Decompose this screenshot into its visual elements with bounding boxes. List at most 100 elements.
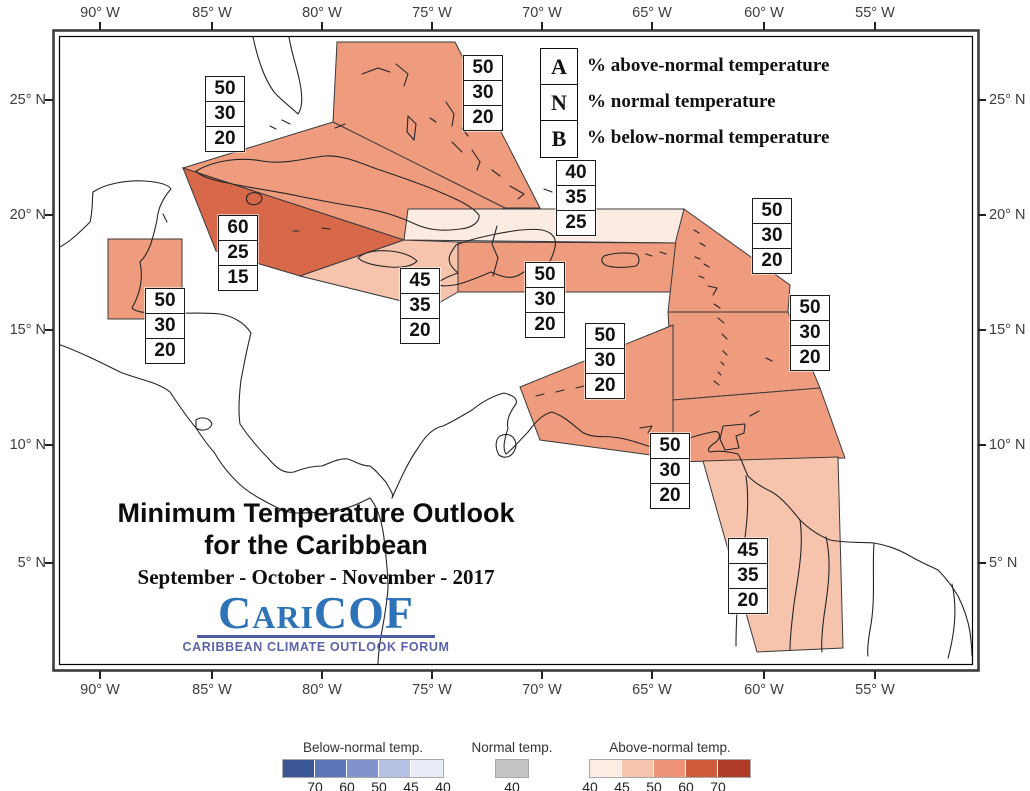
axis-label-top-65W: 65° W [632, 5, 672, 21]
axis-label-top-55W: 55° W [855, 5, 895, 21]
probability-value: 20 [791, 345, 829, 370]
tick-top [99, 22, 101, 30]
anb-text-below: % below-normal temperature [587, 127, 830, 148]
legend-title: Below-normal temp. [302, 740, 424, 755]
probability-label-hispaniola-north: 40 35 25 [556, 160, 596, 236]
probability-value: 40 [557, 161, 595, 185]
probability-label-cuba-north: 50 30 20 [205, 76, 245, 152]
caricof-logo-rule [197, 635, 435, 638]
probability-value: 50 [586, 324, 624, 348]
tick-bottom [541, 671, 543, 679]
axis-label-right-25N: 25° N [989, 92, 1026, 108]
tick-bottom [321, 671, 323, 679]
legend-title: Above-normal temp. [609, 740, 731, 755]
legend-swatch-70 [283, 760, 315, 777]
axis-label-bottom-55W: 55° W [855, 682, 895, 698]
outlook-regions [107, 41, 846, 653]
axis-label-top-75W: 75° W [412, 5, 452, 21]
probability-value: 20 [753, 248, 791, 273]
legend-swatch-value: 40 [504, 779, 520, 791]
probability-value: 35 [729, 563, 767, 588]
legend-swatch-value: 70 [307, 779, 323, 791]
map-title-line2: for the Caribbean [204, 530, 428, 560]
probability-value: 45 [401, 269, 439, 293]
probability-value: 20 [401, 318, 439, 343]
tick-left [45, 329, 53, 331]
probability-value: 20 [464, 105, 502, 130]
tick-right [978, 99, 986, 101]
probability-value: 20 [146, 338, 184, 363]
probability-value: 20 [729, 588, 767, 613]
region-trinidad [672, 387, 846, 463]
legend-swatch-value: 40 [582, 779, 598, 791]
probability-label-guianas: 45 35 20 [728, 538, 768, 614]
region-hispaniola-north [403, 208, 685, 244]
anb-key-n: N [540, 84, 578, 122]
caricof-logo-wordmark: CariCOF [218, 587, 414, 638]
legend-swatch-40 [411, 760, 443, 777]
probability-value: 20 [586, 373, 624, 398]
probability-value: 30 [146, 313, 184, 338]
probability-value: 20 [206, 126, 244, 151]
axis-label-top-90W: 90° W [80, 5, 120, 21]
tick-bottom [874, 671, 876, 679]
region-hispaniola-south [457, 241, 681, 293]
axis-label-top-85W: 85° W [192, 5, 232, 21]
axis-label-left-10N: 10° N [9, 437, 46, 453]
anb-text-above: % above-normal temperature [587, 55, 830, 76]
anb-key-b: B [540, 120, 578, 158]
probability-value: 20 [651, 483, 689, 508]
caricof-logo-subtext: CARIBBEAN CLIMATE OUTLOOK FORUM [182, 640, 450, 654]
tick-top [874, 22, 876, 30]
axis-label-right-20N: 20° N [989, 207, 1026, 223]
probability-value: 25 [219, 240, 257, 265]
tick-right [978, 214, 986, 216]
legend-swatch-70 [718, 760, 750, 777]
axis-label-top-80W: 80° W [302, 5, 342, 21]
tick-right [978, 562, 986, 564]
legend-swatch-45 [622, 760, 654, 777]
legend-title: Normal temp. [471, 740, 553, 755]
legend-swatch-value: 60 [678, 779, 694, 791]
legend-swatch-value: 60 [339, 779, 355, 791]
legend-swatch-value: 50 [371, 779, 387, 791]
probability-value: 35 [401, 293, 439, 318]
probability-label-east-lesser-antilles: 50 30 20 [790, 295, 830, 371]
legend-swatch-value: 50 [646, 779, 662, 791]
region-bahamas [332, 41, 541, 209]
tick-top [541, 22, 543, 30]
tick-left [45, 444, 53, 446]
axis-label-bottom-70W: 70° W [522, 682, 562, 698]
probability-value: 20 [526, 312, 564, 337]
axis-label-bottom-65W: 65° W [632, 682, 672, 698]
probability-value: 30 [464, 80, 502, 105]
legend-swatch-strip [589, 759, 751, 778]
tick-top [431, 22, 433, 30]
probability-value: 45 [729, 539, 767, 563]
axis-label-right-15N: 15° N [989, 322, 1026, 338]
probability-value: 30 [206, 101, 244, 126]
probability-value: 30 [586, 348, 624, 373]
axis-label-bottom-85W: 85° W [192, 682, 232, 698]
probability-label-jamaica: 45 35 20 [400, 268, 440, 344]
probability-value: 30 [526, 287, 564, 312]
probability-value: 30 [753, 223, 791, 248]
map-title-line1: Minimum Temperature Outlook [117, 498, 515, 528]
legend-swatch-50 [654, 760, 686, 777]
legend-swatch-60 [686, 760, 718, 777]
map-subtitle-season: September - October - November - 2017 [137, 565, 495, 589]
tick-bottom [99, 671, 101, 679]
legend-swatch-value: 70 [710, 779, 726, 791]
tick-bottom [431, 671, 433, 679]
probability-label-trinidad: 50 30 20 [650, 433, 690, 509]
tick-top [211, 22, 213, 30]
probability-value: 15 [219, 265, 257, 290]
anb-text-normal: % normal temperature [587, 91, 776, 112]
tick-left [45, 214, 53, 216]
probability-label-belize: 50 30 20 [145, 288, 185, 364]
legend-swatch-50 [347, 760, 379, 777]
probability-value: 50 [753, 199, 791, 223]
axis-label-left-5N: 5° N [17, 555, 46, 571]
probability-value: 25 [557, 210, 595, 235]
